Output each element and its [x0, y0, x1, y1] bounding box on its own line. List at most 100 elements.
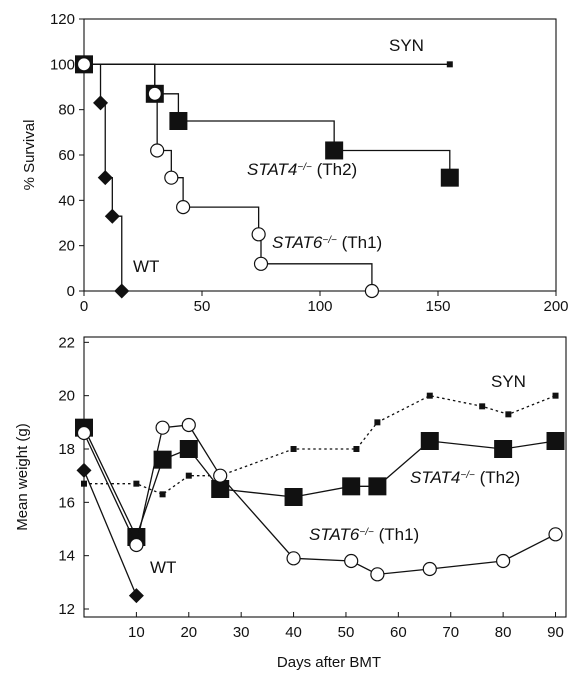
x-tick-label: 50 [338, 624, 355, 641]
data-point-syn [426, 392, 433, 399]
data-point-syn [479, 403, 486, 410]
data-point-syn [353, 446, 360, 452]
label-wt: WT [150, 558, 176, 577]
data-point-stat6 [147, 86, 162, 101]
y-tick-label: 20 [58, 238, 75, 255]
data-point-stat6 [181, 417, 196, 433]
series-stat6 [76, 57, 380, 299]
label-part: (Th2) [312, 160, 357, 179]
x-tick-label: 0 [80, 298, 88, 315]
data-point-stat6 [286, 551, 301, 566]
data-point-stat4 [494, 440, 513, 458]
data-point-syn [552, 392, 559, 399]
x-tick-label: 150 [425, 298, 450, 315]
data-point-syn [159, 491, 166, 498]
data-point-stat4 [211, 480, 230, 498]
data-point-stat4 [420, 432, 439, 450]
label-wt: WT [133, 257, 159, 276]
x-tick-label: 40 [285, 624, 302, 641]
label-stat4: STAT4−/− (Th2) [247, 160, 357, 179]
data-point-stat6 [76, 425, 92, 441]
data-point-stat6 [344, 553, 359, 569]
label-stat6: STAT6−/− (Th1) [272, 233, 382, 252]
weight-chart: 12 14 16 18 20 22 10 20 30 40 50 60 70 80 90 Mean weigh… [14, 334, 567, 671]
series-stat6 [76, 417, 563, 582]
y-axis-title: % Survival [21, 120, 38, 191]
data-point-syn [374, 419, 381, 426]
y-tick-label: 22 [58, 334, 75, 351]
label-part: STAT6 [309, 525, 360, 544]
data-point-wt [128, 588, 144, 604]
series-wt [76, 462, 144, 604]
label-part: WT [133, 257, 159, 276]
data-point-stat6 [496, 553, 511, 569]
data-point-stat6 [76, 57, 92, 72]
x-tick-label: 90 [547, 624, 564, 641]
x-tick-label: 20 [180, 624, 197, 641]
data-point-stat6 [370, 567, 385, 582]
label-syn: SYN [491, 372, 526, 391]
label-part: −/− [322, 235, 337, 246]
x-tick-label: 50 [194, 298, 211, 315]
data-point-syn [133, 480, 140, 487]
data-point-stat6 [150, 143, 165, 158]
data-point-stat6 [176, 200, 191, 215]
series-stat4 [75, 418, 565, 546]
label-part: (Th1) [337, 233, 382, 252]
data-point-stat4 [153, 450, 172, 469]
data-point-stat6 [164, 170, 179, 185]
data-point-wt [104, 208, 120, 224]
y-tick-label: 40 [58, 192, 75, 209]
label-part: SYN [491, 372, 526, 391]
label-syn: SYN [389, 36, 424, 55]
y-tick-label: 18 [58, 441, 75, 458]
data-point-stat6 [129, 537, 144, 553]
data-point-wt [93, 95, 109, 111]
data-point-stat6 [155, 420, 170, 435]
x-tick-label: 10 [128, 624, 145, 641]
data-point-stat4 [440, 168, 459, 187]
data-point-stat4 [284, 488, 303, 506]
data-point-stat4 [179, 440, 198, 458]
data-point-stat4 [325, 141, 344, 160]
data-point-stat6 [213, 468, 228, 483]
label-part: STAT6 [272, 233, 323, 252]
label-part: −/− [359, 527, 374, 538]
y-tick-label: 60 [58, 147, 75, 164]
label-stat4: STAT4−/− (Th2) [410, 468, 520, 487]
series-line-syn [84, 394, 556, 496]
data-point-stat4 [342, 477, 361, 496]
data-point-stat4 [368, 477, 387, 496]
label-part: WT [150, 558, 176, 577]
data-point-syn [446, 61, 453, 68]
data-point-syn [81, 480, 87, 487]
data-point-syn [290, 446, 297, 452]
x-axis-title: Days after BMT [277, 654, 381, 671]
data-point-stat6 [422, 561, 437, 577]
data-point-wt [114, 283, 130, 299]
label-part: STAT4 [410, 468, 460, 487]
label-part: −/− [297, 162, 312, 173]
x-tick-label: 80 [495, 624, 512, 641]
y-tick-label: 0 [67, 283, 75, 300]
label-part: −/− [460, 470, 475, 481]
x-tick-label: 60 [390, 624, 407, 641]
label-part: SYN [389, 36, 424, 55]
label-part: STAT4 [247, 160, 297, 179]
x-tick-label: 100 [307, 298, 332, 315]
series-line-wt [83, 470, 137, 596]
y-tick-label: 12 [58, 601, 75, 618]
x-tick-label: 200 [543, 298, 568, 315]
data-point-stat4 [169, 112, 188, 130]
data-point-wt [76, 462, 92, 478]
data-point-wt [97, 170, 113, 186]
y-tick-label: 20 [58, 388, 75, 405]
data-point-syn [505, 411, 512, 418]
label-part: (Th1) [374, 525, 419, 544]
y-tick-label: 100 [50, 56, 75, 73]
y-tick-label: 80 [58, 102, 75, 119]
y-tick-label: 120 [50, 11, 75, 28]
x-tick-label: 70 [442, 624, 459, 641]
data-point-stat6 [251, 227, 266, 242]
